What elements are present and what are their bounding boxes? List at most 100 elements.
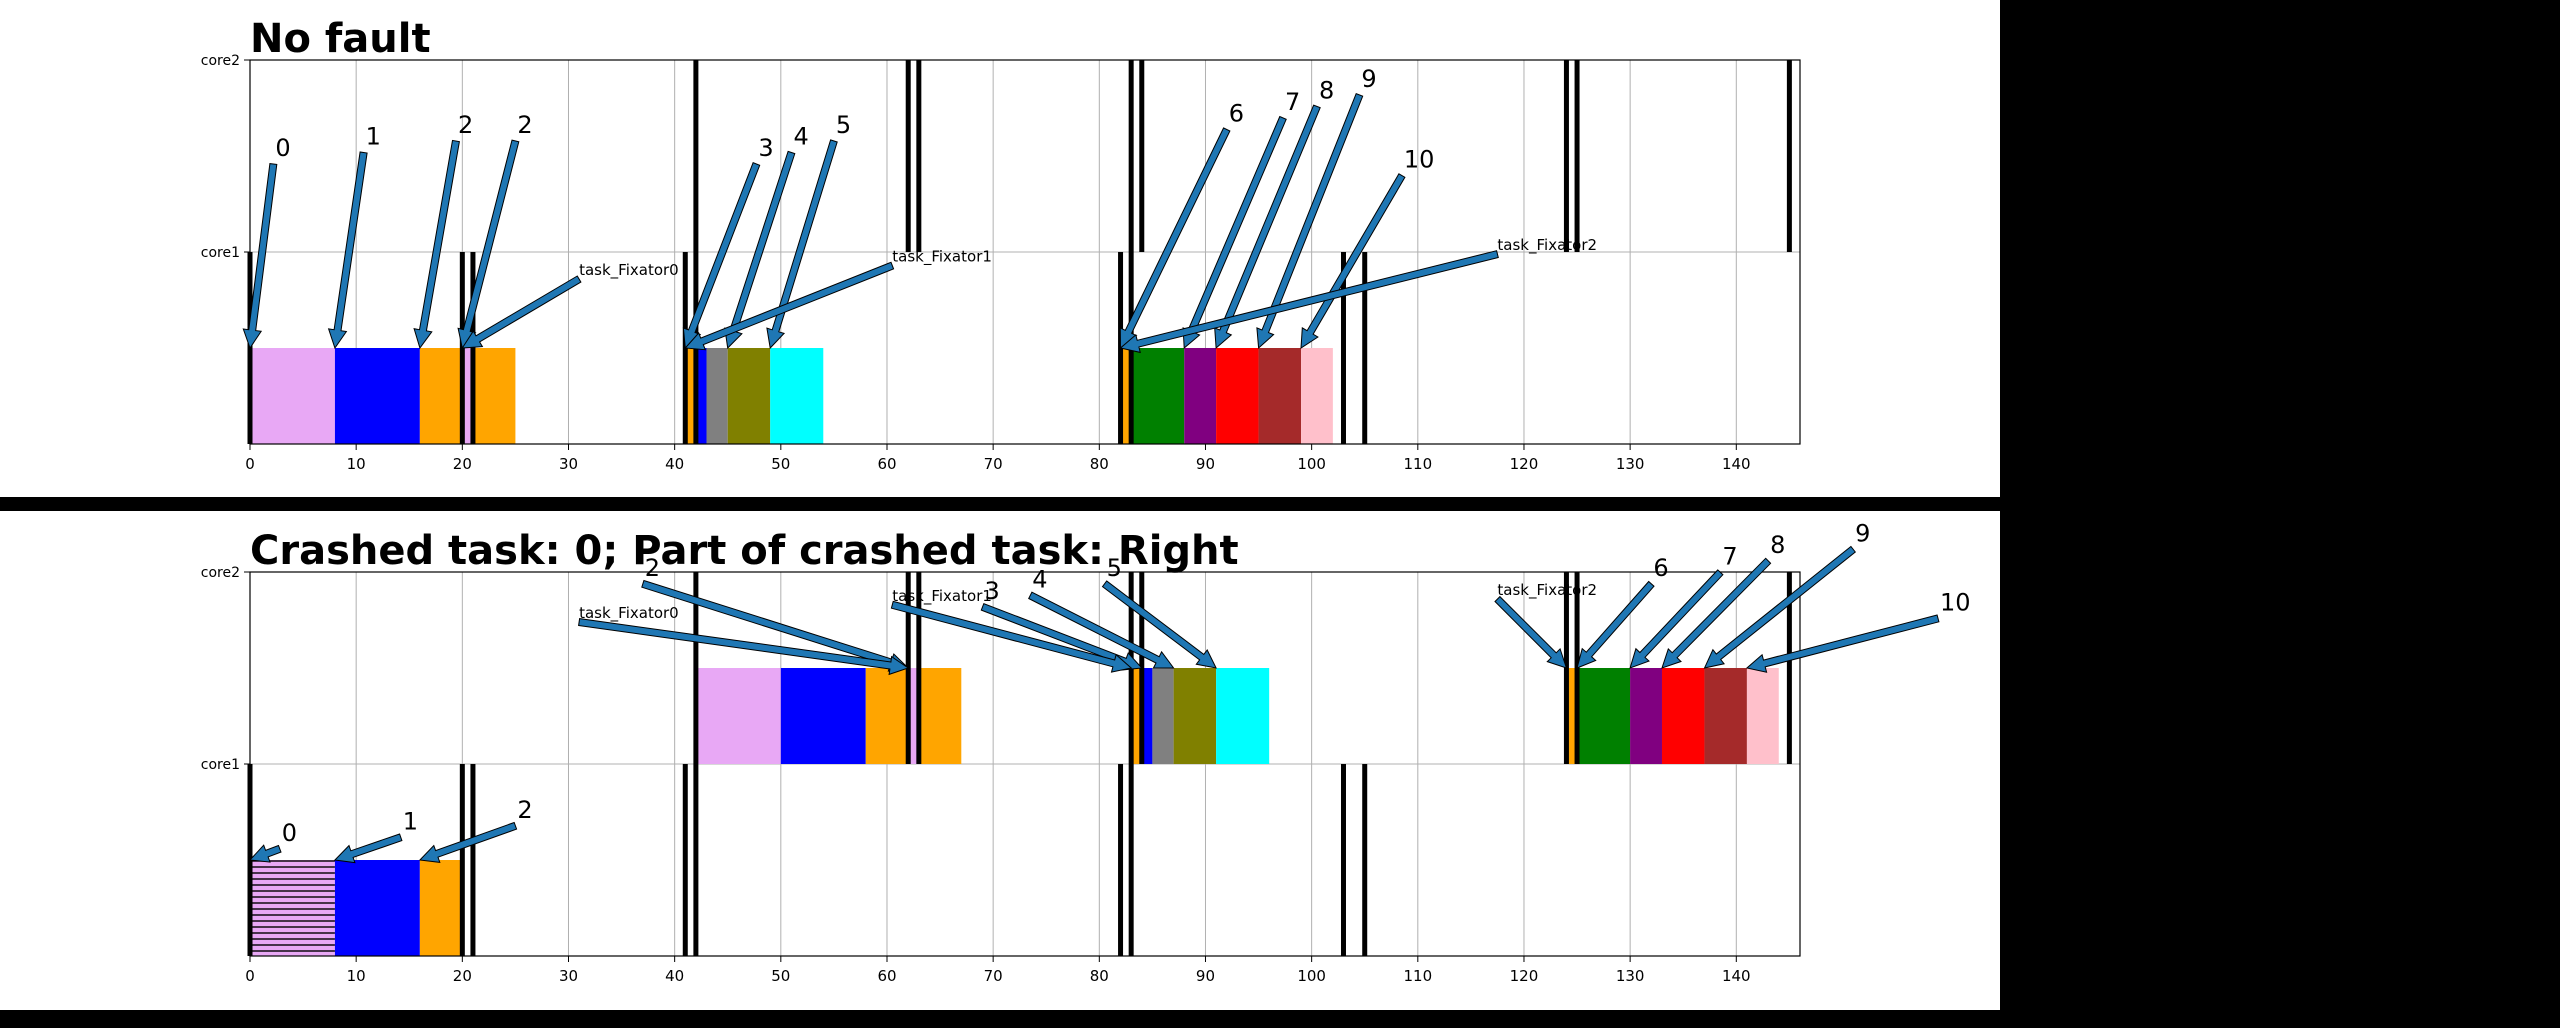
- annotation-arrow: [461, 275, 582, 349]
- task-bar: [1746, 668, 1779, 764]
- task-bar: [1661, 668, 1705, 764]
- annotation-label: 9: [1361, 65, 1376, 93]
- task-bar: [1120, 348, 1132, 444]
- annotation-label: task_Fixator2: [1497, 236, 1597, 255]
- x-tick-label: 110: [1403, 455, 1432, 473]
- annotation-arrow: [1028, 591, 1175, 669]
- x-tick-label: 40: [665, 967, 684, 985]
- annotation-arrow: [248, 844, 282, 863]
- annotation-arrow: [242, 163, 278, 350]
- task-bar: [419, 348, 463, 444]
- task-bar: [918, 668, 962, 764]
- task-bar: [1141, 668, 1153, 764]
- annotation-arrow: [890, 600, 1133, 673]
- annotation-label: 7: [1285, 88, 1300, 116]
- x-tick-label: 130: [1616, 455, 1645, 473]
- annotation-label: task_Fixator1: [892, 248, 992, 267]
- x-tick-label: 90: [1196, 455, 1215, 473]
- x-tick-label: 50: [771, 967, 790, 985]
- annotation-label: 5: [1107, 554, 1122, 582]
- task-bar: [865, 668, 909, 764]
- chart-panel-1: Crashed task: 0; Part of crashed task: R…: [201, 519, 1971, 985]
- task-bar: [419, 860, 463, 956]
- task-bar: [1577, 668, 1631, 764]
- chart-title: No fault: [250, 16, 431, 62]
- x-tick-label: 60: [877, 455, 896, 473]
- chart-title: Crashed task: 0; Part of crashed task: R…: [250, 528, 1239, 574]
- x-tick-label: 0: [245, 967, 255, 985]
- task-bar: [462, 348, 473, 444]
- task-bar: [1216, 668, 1270, 764]
- task-bar: [472, 348, 516, 444]
- annotation-arrow: [418, 821, 518, 863]
- x-tick-label: 70: [984, 967, 1003, 985]
- annotation-arrow: [1661, 557, 1772, 669]
- annotation-label: 8: [1770, 531, 1785, 559]
- annotation-arrow: [413, 139, 460, 350]
- annotation-arrow: [333, 833, 403, 864]
- annotation-arrow: [1576, 580, 1655, 669]
- task-bar: [1630, 668, 1662, 764]
- task-bar: [1301, 348, 1333, 444]
- x-tick-label: 30: [559, 455, 578, 473]
- x-tick-label: 70: [984, 455, 1003, 473]
- x-tick-label: 100: [1297, 455, 1326, 473]
- task-bar: [1216, 348, 1259, 444]
- annotation-label: task_Fixator0: [579, 604, 679, 623]
- annotation-label: 5: [836, 111, 851, 139]
- x-tick-label: 60: [877, 967, 896, 985]
- annotation-arrow: [1703, 545, 1857, 669]
- task-bar: [908, 668, 919, 764]
- x-tick-label: 120: [1510, 455, 1539, 473]
- annotation-label: 7: [1722, 542, 1737, 570]
- x-tick-label: 120: [1510, 967, 1539, 985]
- task-bar: [1131, 348, 1185, 444]
- task-bar: [334, 348, 420, 444]
- task-bar: [695, 348, 707, 444]
- annotation-label: 2: [458, 111, 473, 139]
- task-bar: [1704, 668, 1747, 764]
- annotation-arrow: [327, 151, 368, 350]
- x-tick-label: 10: [347, 455, 366, 473]
- annotation-label: 1: [366, 122, 381, 150]
- annotation-arrow: [1119, 250, 1499, 354]
- y-tick-label: core2: [201, 565, 240, 581]
- x-tick-label: 30: [559, 967, 578, 985]
- task-bar: [334, 860, 420, 956]
- y-tick-label: core1: [201, 245, 240, 261]
- x-tick-label: 50: [771, 455, 790, 473]
- annotation-label: 3: [985, 577, 1000, 605]
- annotation-label: 8: [1319, 76, 1334, 104]
- x-tick-label: 80: [1090, 967, 1109, 985]
- task-bar: [250, 860, 335, 956]
- annotation-label: task_Fixator2: [1497, 581, 1597, 600]
- annotation-label: 2: [645, 554, 660, 582]
- annotation-label: 6: [1653, 554, 1668, 582]
- x-tick-label: 110: [1403, 967, 1432, 985]
- annotation-arrow: [1214, 104, 1321, 350]
- annotation-label: 3: [758, 134, 773, 162]
- x-tick-label: 140: [1722, 455, 1751, 473]
- annotation-label: 6: [1229, 99, 1244, 127]
- task-bar: [1131, 668, 1142, 764]
- annotation-arrow: [1629, 569, 1724, 669]
- annotation-label: 1: [403, 807, 418, 835]
- task-bar: [695, 668, 781, 764]
- annotation-label: task_Fixator1: [892, 587, 992, 606]
- x-tick-label: 20: [453, 967, 472, 985]
- annotation-label: 0: [275, 134, 290, 162]
- x-tick-label: 130: [1616, 967, 1645, 985]
- annotation-label: 4: [1032, 565, 1047, 593]
- y-tick-label: core2: [201, 53, 240, 69]
- x-tick-label: 90: [1196, 967, 1215, 985]
- annotation-arrow: [1101, 580, 1217, 669]
- x-tick-label: 10: [347, 967, 366, 985]
- task-bar: [1566, 668, 1578, 764]
- annotation-arrow: [1256, 92, 1364, 350]
- annotation-arrow: [1494, 595, 1568, 669]
- task-bar: [780, 668, 866, 764]
- x-tick-label: 40: [665, 455, 684, 473]
- annotation-label: task_Fixator0: [579, 261, 679, 280]
